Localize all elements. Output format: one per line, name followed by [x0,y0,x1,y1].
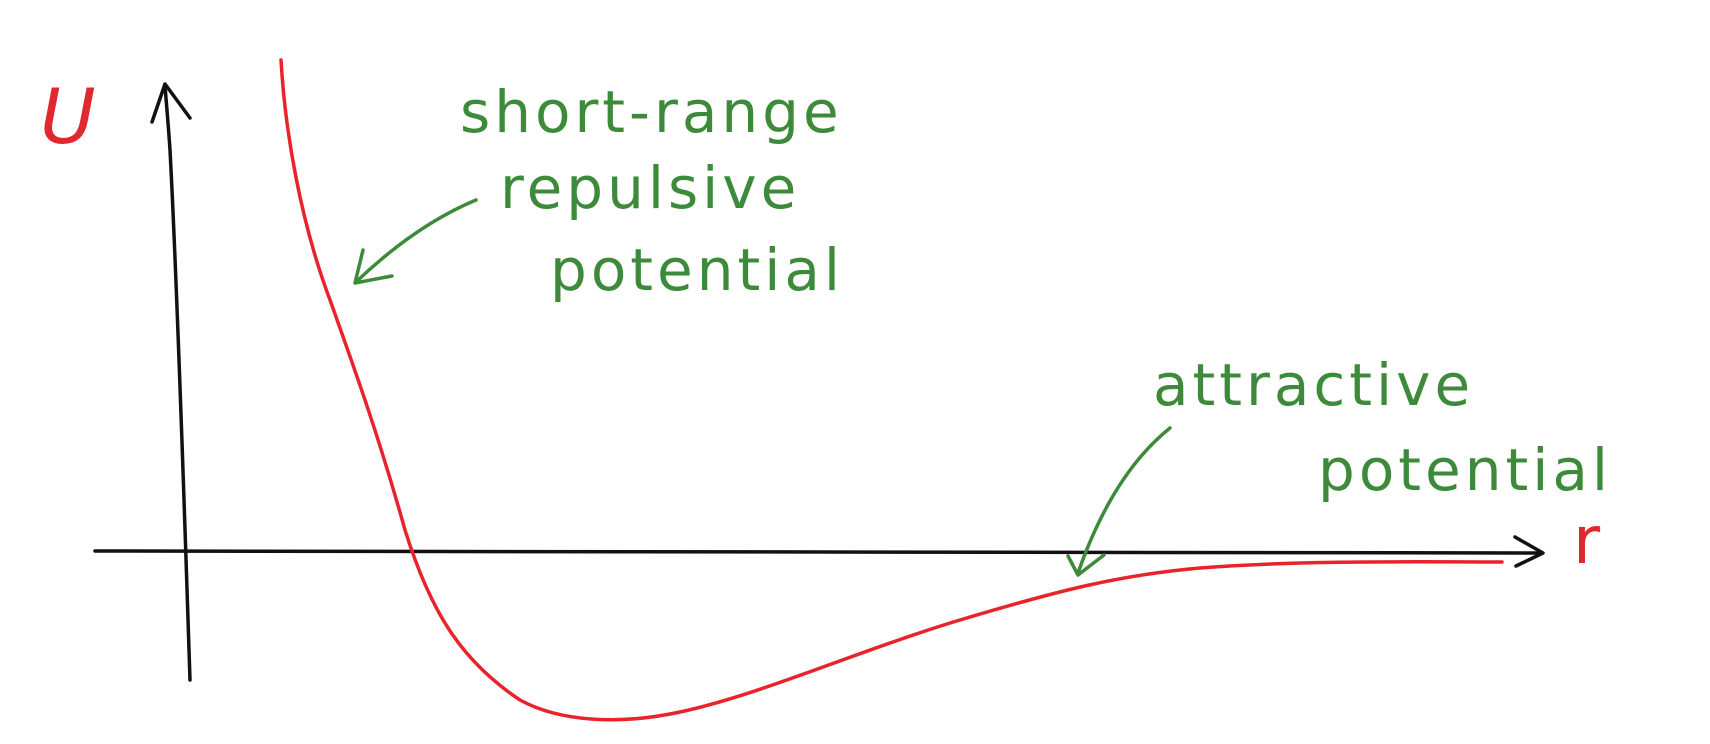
attractive-annotation: attractive potential [1066,351,1612,577]
annotation-potential-repulsive: potential [550,236,844,304]
potential-curve [279,58,1504,722]
repulsive-arrowhead [353,248,394,285]
y-axis [150,82,192,682]
attractive-arrowhead [1066,553,1106,577]
repulsive-annotation: short-range repulsive potential [353,78,844,304]
y-axis-label: U [40,72,96,161]
x-axis-arrowhead [1513,535,1545,568]
annotation-potential-attractive: potential [1318,436,1612,504]
annotation-repulsive: repulsive [500,154,800,222]
x-axis-label: r [1573,502,1601,579]
x-axis-line [93,549,1542,555]
y-axis-line [163,83,192,682]
y-axis-arrowhead [150,82,192,124]
attractive-arrow [1076,426,1172,575]
x-axis [93,535,1545,568]
annotation-attractive: attractive [1153,351,1474,419]
annotation-short-range: short-range [460,78,843,146]
repulsive-arrow [354,198,478,284]
